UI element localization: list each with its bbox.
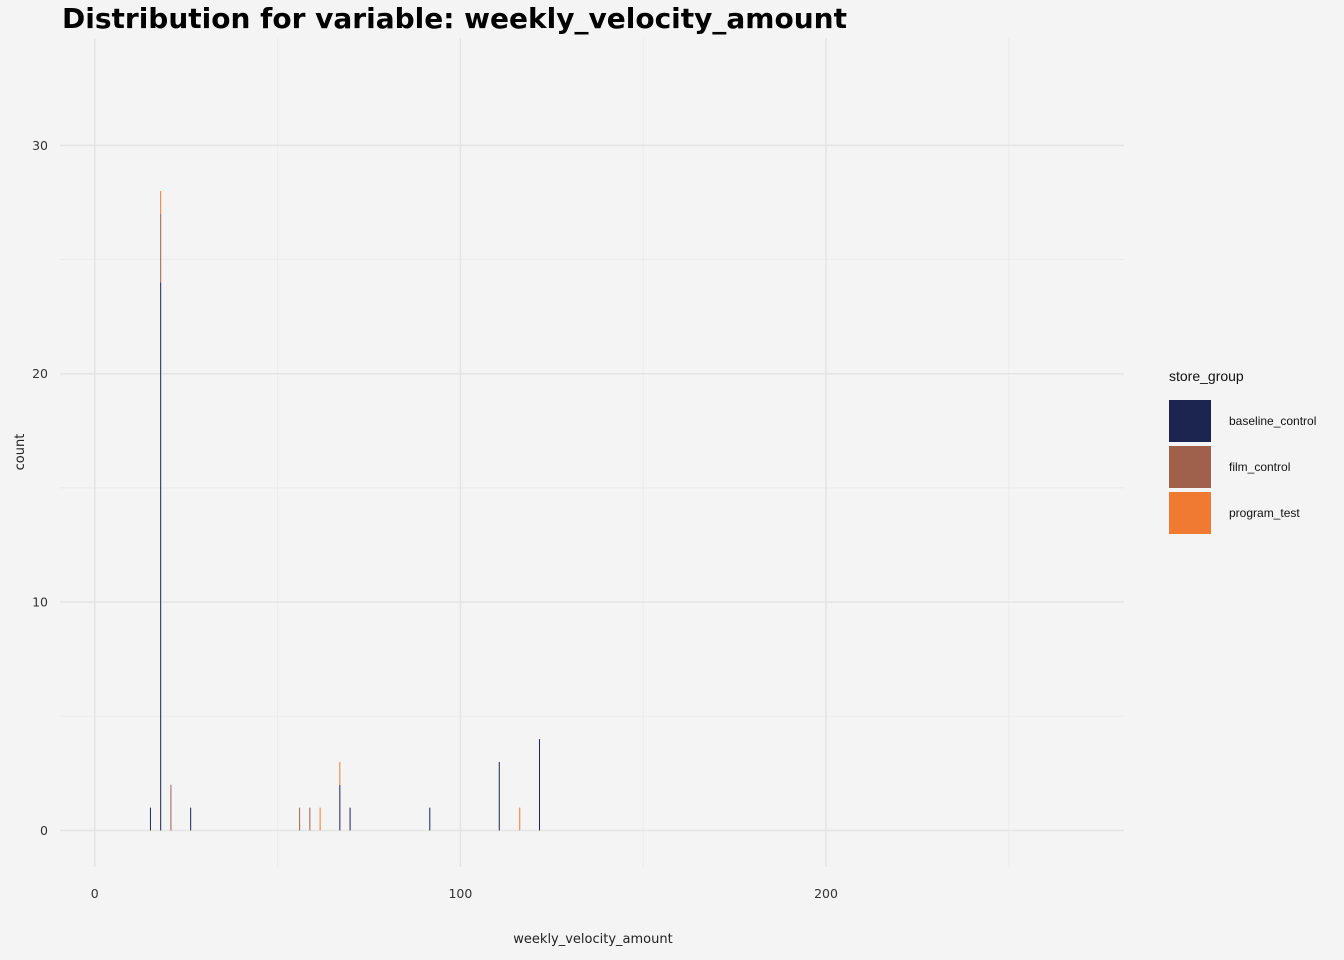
legend-label: film_control <box>1229 460 1291 474</box>
legend-title: store_group <box>1169 368 1244 384</box>
histogram-bar-baseline-control <box>149 807 151 831</box>
histogram-bar-baseline-control <box>190 807 192 831</box>
bars <box>149 191 540 831</box>
y-axis-title: count <box>13 434 28 471</box>
x-tick-label: 0 <box>91 886 99 901</box>
grid-lines <box>60 38 1124 867</box>
histogram-bar-program-test <box>339 761 341 785</box>
histogram-bar-baseline-control <box>349 807 351 831</box>
legend-item-baseline-control: baseline_control <box>1169 398 1316 444</box>
y-tick-label: 0 <box>40 823 48 838</box>
legend-key-program-test <box>1169 492 1211 534</box>
histogram-bar-baseline-control <box>429 807 431 831</box>
histogram-bar-program-test <box>519 807 521 831</box>
legend-key-film-control <box>1169 446 1211 488</box>
x-axis-title: weekly_velocity_amount <box>513 932 672 947</box>
legend-item-film-control: film_control <box>1169 444 1316 490</box>
legend-item-program-test: program_test <box>1169 490 1316 536</box>
y-tick-label: 20 <box>32 366 48 381</box>
x-tick-label: 100 <box>448 886 472 901</box>
legend-label: baseline_control <box>1229 414 1317 428</box>
legend-label: program_test <box>1229 506 1300 520</box>
histogram-bar-program-test <box>160 191 162 214</box>
x-tick-label: 200 <box>814 886 838 901</box>
histogram-bar-baseline-control <box>160 282 162 831</box>
histogram-bar-film-control <box>160 213 162 283</box>
histogram-bar-baseline-control <box>538 739 540 831</box>
tick-labels: 0 100 200 0 10 20 30 <box>32 138 838 901</box>
histogram-bar-film-control <box>170 784 172 831</box>
histogram-bar-baseline-control <box>339 784 341 831</box>
y-tick-label: 30 <box>32 138 48 153</box>
histogram-bar-baseline-control <box>498 761 500 831</box>
histogram-bar-film-control <box>309 807 311 831</box>
legend: store_group baseline_control film_contro… <box>1169 368 1316 536</box>
histogram-bar-program-test <box>319 807 321 831</box>
y-tick-label: 10 <box>32 595 48 610</box>
chart-title: Distribution for variable: weekly_veloci… <box>62 2 847 35</box>
histogram-bar-film-control <box>299 807 301 831</box>
legend-key-baseline-control <box>1169 400 1211 442</box>
